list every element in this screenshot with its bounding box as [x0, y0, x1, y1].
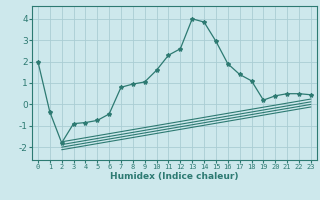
- X-axis label: Humidex (Indice chaleur): Humidex (Indice chaleur): [110, 172, 239, 181]
